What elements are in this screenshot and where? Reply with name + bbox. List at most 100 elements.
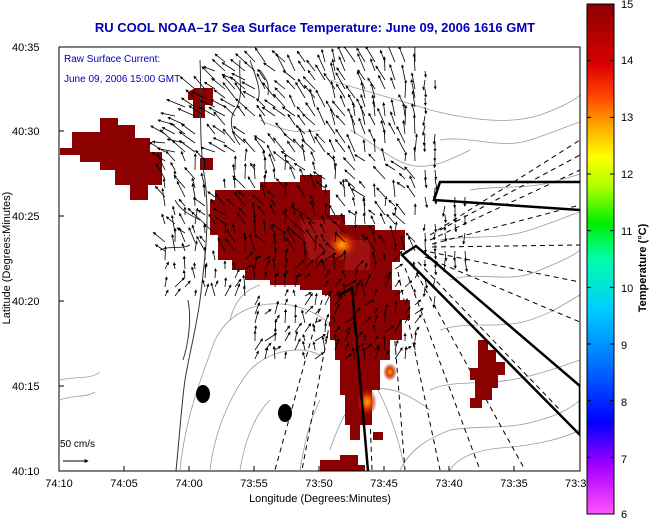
current-vector-arrow <box>232 175 246 189</box>
current-vector-arrow <box>402 102 406 117</box>
current-vector-arrow <box>234 191 246 207</box>
current-vector-arrow <box>282 272 287 288</box>
current-vector-arrow <box>394 347 403 360</box>
y-axis: 40:35 40:30 40:25 40:20 40:15 40:10 Lati… <box>1 42 64 478</box>
current-vector-arrow <box>382 335 386 351</box>
current-vector-arrow <box>214 53 226 63</box>
current-vector-arrow <box>421 124 426 136</box>
current-vector-arrow <box>356 71 366 90</box>
current-vector-arrow <box>388 122 396 135</box>
current-vector-arrow <box>151 140 166 144</box>
current-vector-arrow <box>444 232 448 242</box>
current-vector-arrow <box>266 144 276 162</box>
current-vector-arrow <box>237 105 246 117</box>
current-vector-arrow <box>404 306 411 315</box>
current-vector-arrow <box>156 147 176 153</box>
current-vector-arrow <box>254 137 266 153</box>
current-vector-arrow <box>231 130 246 144</box>
x-axis: 74:10 74:05 74:00 73:55 73:50 73:45 73:4… <box>45 466 586 505</box>
current-vector-arrow <box>257 68 266 81</box>
current-vector-arrow <box>332 315 336 324</box>
current-vector-arrow <box>384 325 395 333</box>
current-vector-arrow <box>202 156 206 171</box>
current-vector-arrow <box>354 268 359 279</box>
current-vector-arrow <box>237 212 246 225</box>
current-vector-arrow <box>207 191 216 198</box>
current-vector-arrow <box>191 224 196 234</box>
current-vector-arrow <box>219 98 236 108</box>
current-vector-arrow <box>368 209 376 216</box>
current-vector-arrow <box>320 233 326 243</box>
current-vector-arrow <box>284 288 289 297</box>
current-vector-arrow <box>424 196 429 209</box>
current-vector-arrow <box>360 282 366 297</box>
current-vector-arrow <box>178 140 196 153</box>
sst-hotspot-north <box>326 231 358 259</box>
map-title: RU COOL NOAA–17 Sea Surface Temperature:… <box>94 20 536 35</box>
current-vector-arrow <box>464 259 469 273</box>
current-vector-arrow <box>302 240 306 252</box>
current-vector-arrow <box>231 73 246 81</box>
current-vector-arrow <box>423 232 427 243</box>
current-vector-arrow <box>324 293 331 306</box>
current-vector-arrow <box>362 212 366 225</box>
current-vector-arrow <box>452 250 457 262</box>
current-vector-arrow <box>344 331 350 342</box>
current-vector-arrow <box>272 257 276 270</box>
colorbar-label: 8 <box>621 397 627 409</box>
current-vector-arrow <box>272 106 286 117</box>
current-vector-arrow <box>314 292 318 306</box>
current-vector-arrow <box>292 231 306 243</box>
current-vector-arrow <box>323 322 328 333</box>
current-vector-arrow <box>242 138 256 153</box>
current-vector-arrow <box>157 153 166 171</box>
current-vector-arrow <box>444 250 448 262</box>
scale-label: 50 cm/s <box>60 439 95 450</box>
current-vector-arrow <box>170 161 176 171</box>
current-vector-arrow <box>223 105 236 117</box>
current-vector-arrow <box>329 62 336 81</box>
current-vector-arrow <box>217 237 226 252</box>
current-vector-arrow <box>256 98 266 108</box>
current-vector-arrow <box>308 128 316 144</box>
current-vector-arrow <box>335 194 346 207</box>
current-vector-arrow <box>340 212 346 225</box>
current-vector-arrow <box>178 131 196 144</box>
current-vector-arrow <box>357 53 366 72</box>
current-vector-arrow <box>215 193 226 207</box>
current-vector-arrow <box>282 70 296 81</box>
current-vector-arrow <box>374 200 386 216</box>
current-vector-arrow <box>284 258 289 270</box>
current-vector-arrow <box>294 259 305 270</box>
current-vector-arrow <box>341 178 346 198</box>
current-vector-arrow <box>404 314 410 324</box>
current-vector-arrow <box>364 343 373 351</box>
current-vector-arrow <box>286 228 296 243</box>
current-vector-arrow <box>306 59 316 72</box>
current-vector-arrow <box>208 213 216 225</box>
current-vector-arrow <box>273 93 286 108</box>
current-vector-arrow <box>394 289 404 297</box>
current-vector-arrow <box>212 58 226 72</box>
colorbar-label: 11 <box>621 226 632 238</box>
current-vector-arrow <box>393 242 398 252</box>
current-vector-arrow <box>274 273 278 288</box>
current-vector-arrow <box>441 205 446 217</box>
current-vector-arrow <box>395 203 406 216</box>
current-vector-arrow <box>171 205 176 216</box>
current-vector-arrow <box>364 316 371 324</box>
current-vector-arrow <box>394 319 402 333</box>
current-vector-arrow <box>238 207 246 216</box>
x-tick-label: 74:05 <box>110 478 138 490</box>
current-vector-arrow <box>360 93 366 108</box>
current-vector-arrow <box>304 273 311 279</box>
current-vector-arrow <box>161 187 166 207</box>
current-vector-arrow <box>351 196 356 207</box>
current-vector-arrow <box>200 146 216 153</box>
current-vector-arrow <box>312 341 316 351</box>
current-vector-arrow <box>334 326 341 333</box>
current-vector-arrow <box>212 207 226 216</box>
current-vector-arrow <box>413 341 417 351</box>
current-vector-arrow <box>224 284 232 297</box>
current-vector-arrow <box>244 106 256 117</box>
